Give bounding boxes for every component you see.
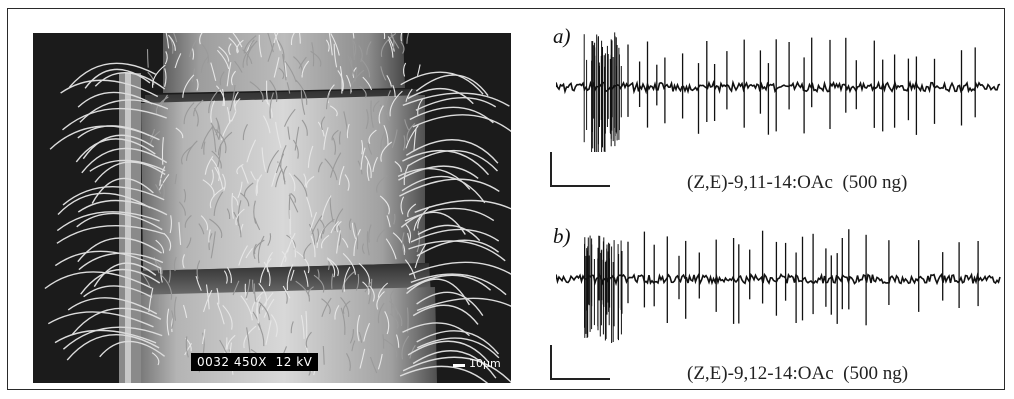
panel-b-spike-trace (556, 229, 1001, 343)
sem-micrograph: 0032 450X 12 kV 10µm (33, 33, 511, 383)
panel-a-spike-trace (556, 32, 1001, 152)
scale-bar-line (453, 364, 465, 367)
panel-b-caption: (Z,E)-9,12-14:OAc (500 ng) (687, 363, 909, 384)
antenna-segments-image (33, 33, 511, 383)
panel-a-baseline (556, 79, 1001, 95)
panel-a-label: a) (553, 24, 571, 48)
panel-b-baseline (556, 272, 1001, 287)
scale-bar: 10µm (453, 355, 509, 373)
micrograph-info-label: 0032 450X 12 kV (191, 353, 319, 371)
scale-bar-label: 10µm (469, 357, 501, 370)
panel-a-caption: (Z,E)-9,11-14:OAc (500 ng) (687, 172, 908, 193)
panel-a-calibration-bar (550, 152, 610, 187)
panel-b-label: b) (553, 224, 571, 248)
panel-b-calibration-bar (550, 345, 610, 380)
